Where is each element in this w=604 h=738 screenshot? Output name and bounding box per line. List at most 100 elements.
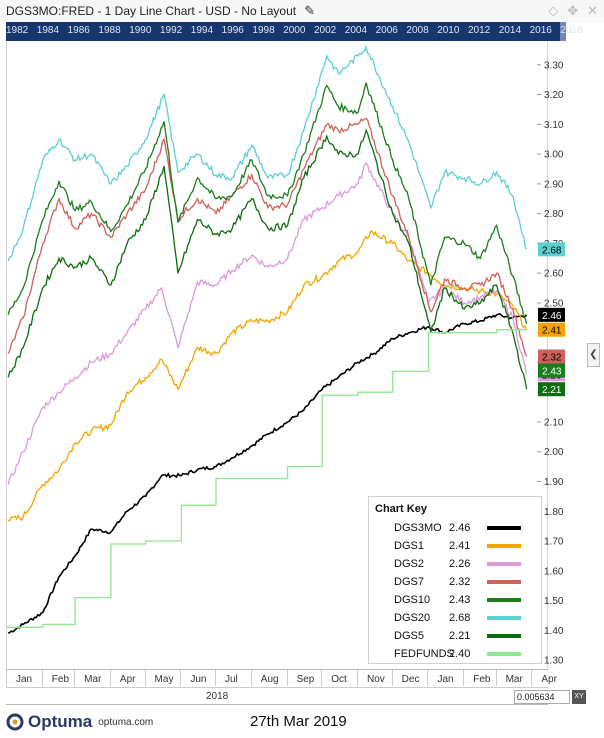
chart-key-legend: Chart Key DGS3MO 2.46 DGS1 2.41 DGS2 2.26 DGS7… xyxy=(368,496,542,664)
legend-row: DGS7 2.32 xyxy=(375,573,541,591)
last-value-tag-bg xyxy=(538,363,565,378)
pencil-icon[interactable]: ✎ xyxy=(304,3,315,18)
legend-swatch xyxy=(487,562,521,566)
chart-date: 27th Mar 2019 xyxy=(250,713,347,730)
overview-year-label: 2016 xyxy=(529,25,552,36)
x-axis-month-label: Feb xyxy=(473,674,491,685)
x-axis-month-divider xyxy=(6,670,7,686)
x-axis-month-divider xyxy=(391,670,393,686)
y-tick-label: 2.60 xyxy=(544,269,564,280)
legend-series-name: FEDFUNDS xyxy=(394,648,454,660)
last-value-tag-bg xyxy=(538,382,565,397)
brand-site: optuma.com xyxy=(98,716,154,728)
overview-year-label: 2000 xyxy=(283,25,306,36)
overview-year-label: 2002 xyxy=(314,25,337,36)
overview-timeline[interactable]: 1982 1984 1986 1988 1990 1992 1994 1996 1998 2000… xyxy=(6,22,583,41)
y-tick-label: 3.30 xyxy=(544,60,564,71)
overview-year-label: 2012 xyxy=(468,25,491,36)
x-axis-month-label: Aug xyxy=(260,674,279,685)
overview-year-label: 1992 xyxy=(160,25,183,36)
last-value-tag-label: 2.41 xyxy=(542,326,562,337)
last-value-tag-bg xyxy=(538,307,565,322)
series-line-dgs20 xyxy=(7,44,528,262)
pin-icon[interactable]: ✥ xyxy=(567,3,579,18)
legend-series-value: 2.26 xyxy=(449,558,471,570)
y-tick-label: 1.50 xyxy=(544,596,564,607)
x-axis[interactable]: 2018 Jan Feb Mar Apr May Jun Jul Aug Sep Oct Nov De… xyxy=(6,669,557,705)
optuma-logo-icon xyxy=(6,713,24,731)
last-value-tag-label: 2.43 xyxy=(542,366,562,377)
legend-series-value: 2.68 xyxy=(449,612,471,624)
legend-title: Chart Key xyxy=(375,503,427,515)
x-axis-month-divider xyxy=(41,670,43,686)
last-value-tag-label: 2.21 xyxy=(542,385,562,396)
legend-row: FEDFUNDS 2.40 xyxy=(375,645,541,663)
overview-year-label: 2006 xyxy=(375,25,398,36)
legend-series-name: DGS20 xyxy=(394,612,431,624)
legend-series-name: DGS3MO xyxy=(394,522,442,534)
x-axis-month-label: Mar xyxy=(505,674,523,685)
x-axis-month-label: Mar xyxy=(84,674,102,685)
y-tick-label: 1.60 xyxy=(544,566,564,577)
y-tick-label: 2.50 xyxy=(544,298,564,309)
legend-swatch xyxy=(487,598,521,602)
y-tick-label: 3.00 xyxy=(544,150,564,161)
window-controls: ◇ ✥ ✕ xyxy=(548,3,598,19)
collapse-panel-button[interactable]: ❮ xyxy=(587,343,600,367)
footer: Optuma optuma.com 27th Mar 2019 xyxy=(0,707,604,738)
window-titlebar: DGS3MO:FRED - 1 Day Line Chart - USD - N… xyxy=(0,0,604,22)
x-axis-month-divider xyxy=(495,670,497,686)
legend-row: DGS2 2.26 xyxy=(375,555,541,573)
x-axis-month-label: Jul xyxy=(224,674,238,685)
overview-year-label: 2004 xyxy=(344,25,368,36)
legend-swatch xyxy=(487,580,521,584)
x-axis-month-divider xyxy=(144,670,146,686)
line-chart[interactable]: 1.301.401.501.601.701.801.902.002.102.20… xyxy=(7,41,599,669)
x-axis-month-divider xyxy=(286,670,288,686)
x-axis-month-label: Jan xyxy=(437,674,454,685)
x-axis-month-label: Jan xyxy=(16,674,33,685)
legend-series-value: 2.40 xyxy=(449,648,471,660)
xy-button[interactable]: XY xyxy=(572,690,586,704)
legend-row: DGS20 2.68 xyxy=(375,609,541,627)
series-line-fedfunds xyxy=(7,329,527,628)
y-tick-label: 1.70 xyxy=(544,537,564,548)
last-value-tag-dgs5: 2.21 xyxy=(538,382,565,397)
overview-handle[interactable] xyxy=(560,22,566,41)
last-value-tag-dgs7: 2.32 xyxy=(538,349,565,364)
last-value-tag-label: 2.32 xyxy=(542,352,562,363)
legend-series-value: 2.32 xyxy=(449,576,471,588)
last-value-tag-dgs20: 2.68 xyxy=(538,242,565,257)
legend-series-name: DGS1 xyxy=(394,540,424,552)
last-value-tag-label: 2.46 xyxy=(542,311,562,322)
legend-series-name: DGS2 xyxy=(394,558,424,570)
x-axis-month-divider xyxy=(531,670,533,686)
legend-swatch xyxy=(487,652,521,656)
diamond-icon[interactable]: ◇ xyxy=(548,3,559,18)
legend-series-name: DGS10 xyxy=(394,594,431,606)
legend-swatch xyxy=(487,634,521,638)
x-axis-month-label: May xyxy=(154,674,174,685)
last-value-tag-bg xyxy=(538,349,565,364)
overview-year-label: 1986 xyxy=(67,25,90,36)
last-value-tag-dgs1: 2.41 xyxy=(538,322,565,337)
overview-year-label: 1994 xyxy=(190,25,214,36)
x-axis-divider xyxy=(6,687,548,688)
series-line-dgs1 xyxy=(8,230,528,522)
y-tick-label: 3.10 xyxy=(544,120,564,131)
overview-year-label: 1982 xyxy=(6,25,29,36)
series-line-dgs5 xyxy=(7,128,528,390)
y-tick-label: 2.00 xyxy=(544,447,564,458)
chart-plot-area[interactable]: 1.301.401.501.601.701.801.902.002.102.20… xyxy=(6,41,565,669)
legend-series-name: DGS7 xyxy=(394,576,424,588)
x-axis-month-divider xyxy=(250,670,252,686)
x-axis-month-divider xyxy=(321,670,323,686)
legend-row: DGS10 2.43 xyxy=(375,591,541,609)
legend-series-value: 2.43 xyxy=(449,594,471,606)
overview-year-label: 2014 xyxy=(498,25,522,36)
overview-year-label: 1988 xyxy=(98,25,121,36)
x-axis-month-divider xyxy=(109,670,111,686)
x-axis-month-label: Apr xyxy=(541,674,557,685)
close-icon[interactable]: ✕ xyxy=(587,3,598,18)
x-axis-year-label: 2018 xyxy=(206,691,229,702)
